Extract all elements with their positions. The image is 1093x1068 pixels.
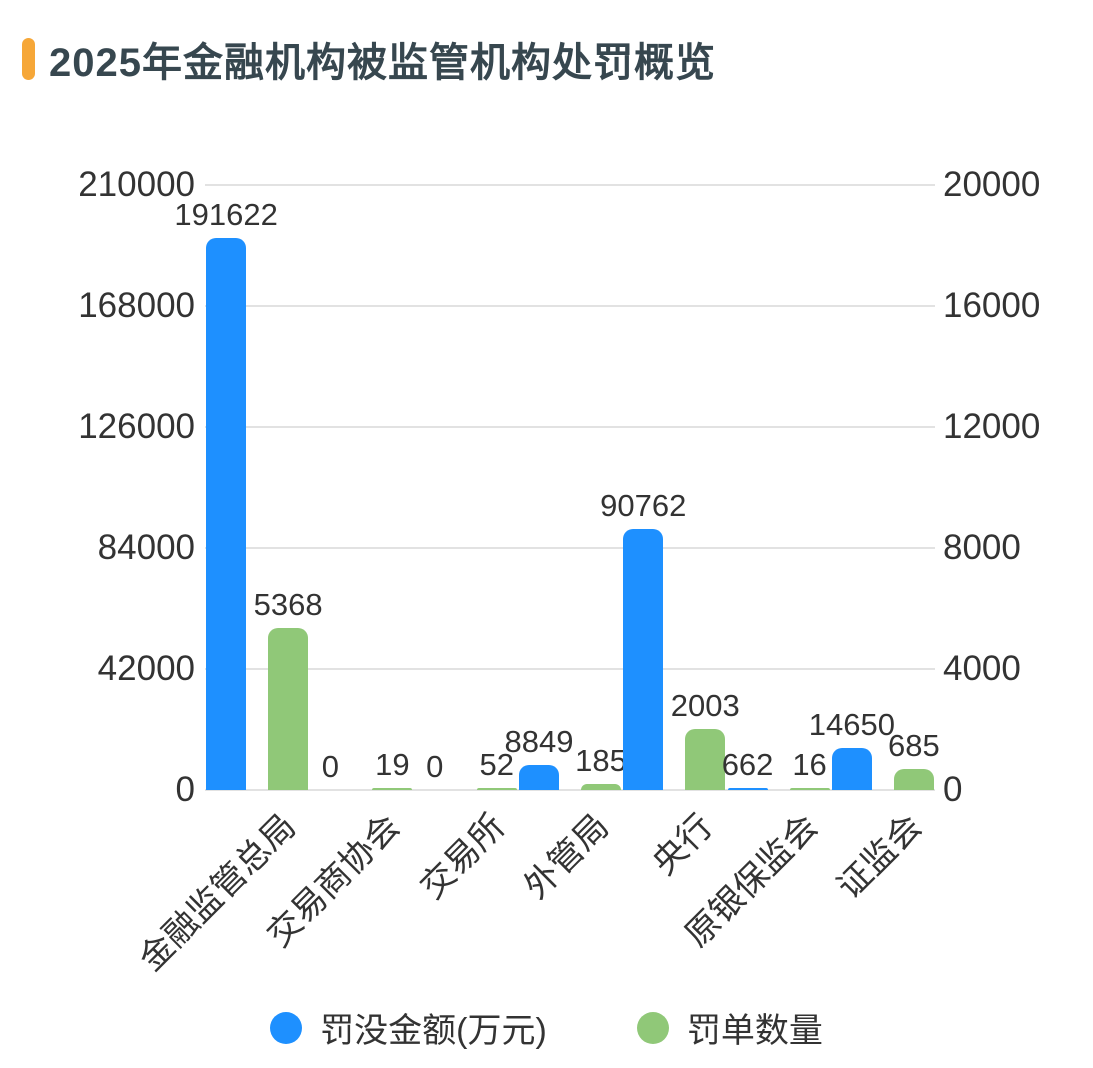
x-axis-label: 交易所	[412, 807, 512, 907]
chart-header: 2025年金融机构被监管机构处罚概览	[22, 30, 716, 88]
count-bar	[685, 729, 726, 790]
value-label: 685	[887, 728, 940, 763]
gridline	[205, 305, 935, 307]
legend-item-amount[interactable]: 罚没金额(万元)	[270, 1003, 547, 1052]
value-label: 5368	[253, 587, 323, 622]
value-label: 0	[426, 749, 444, 784]
count-bar	[476, 788, 517, 790]
y-axis-label-left: 0	[175, 770, 195, 809]
legend-label-count: 罚单数量	[686, 1012, 823, 1050]
y-axis-label-left: 42000	[97, 649, 195, 688]
value-label: 52	[479, 747, 514, 782]
y-axis-label-left: 168000	[78, 286, 195, 325]
y-axis-label-right: 0	[943, 770, 963, 809]
amount-bar	[831, 748, 872, 790]
count-bar	[581, 784, 621, 790]
x-axis-label: 外管局	[517, 807, 617, 907]
value-label: 662	[721, 747, 774, 782]
count-bar	[268, 628, 309, 790]
legend-label-amount: 罚没金额(万元)	[320, 1012, 547, 1050]
value-label: 185	[575, 743, 627, 778]
value-label: 14650	[808, 707, 895, 742]
value-label: 191622	[174, 197, 278, 232]
y-axis-label-left: 84000	[97, 528, 195, 567]
count-bar	[372, 788, 413, 790]
value-label: 90762	[600, 488, 687, 523]
value-label: 2003	[670, 688, 740, 723]
count-bar	[789, 788, 830, 790]
value-label: 19	[375, 747, 410, 782]
x-axis-label: 央行	[645, 807, 721, 883]
legend-swatch-count	[636, 1011, 669, 1044]
amount-bar	[727, 788, 768, 790]
x-axis-label: 证监会	[830, 807, 930, 907]
gridline	[205, 789, 935, 791]
legend-swatch-amount	[270, 1011, 303, 1044]
y-axis-label-right: 20000	[943, 165, 1041, 204]
value-label: 16	[792, 747, 827, 782]
amount-bar	[623, 529, 664, 790]
gridline	[205, 184, 935, 186]
amount-bar	[206, 238, 247, 790]
value-label: 0	[321, 749, 340, 784]
title-accent-bar	[22, 38, 35, 80]
chart-legend: 罚没金额(万元) 罚单数量	[0, 1003, 1093, 1052]
amount-bar	[519, 765, 559, 790]
gridline	[205, 668, 935, 670]
value-label: 8849	[504, 724, 574, 759]
legend-item-count[interactable]: 罚单数量	[636, 1003, 823, 1052]
gridline	[205, 426, 935, 428]
y-axis-label-right: 12000	[943, 407, 1041, 446]
y-axis-label-right: 8000	[943, 528, 1021, 567]
chart-title: 2025年金融机构被监管机构处罚概览	[49, 41, 716, 85]
y-axis-label-right: 4000	[943, 649, 1021, 688]
y-axis-label-right: 16000	[943, 286, 1041, 325]
count-bar	[893, 769, 934, 790]
y-axis-label-left: 126000	[78, 407, 195, 446]
y-axis-label-left: 210000	[78, 165, 195, 204]
gridline	[205, 547, 935, 549]
x-axis-label: 金融监管总局	[132, 807, 304, 979]
